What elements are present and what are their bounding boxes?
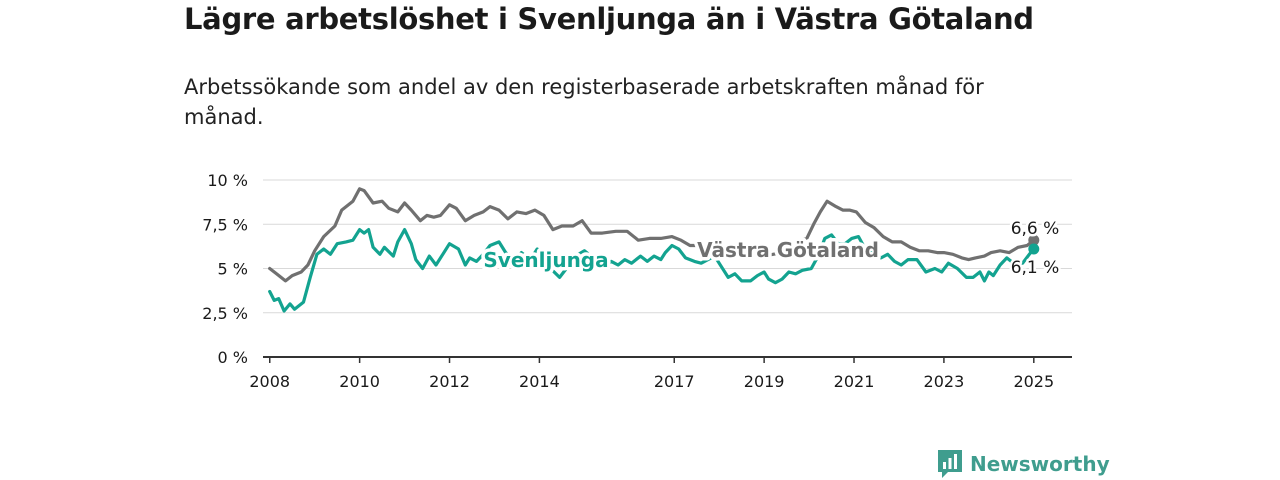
- x-tick-label: 2008: [249, 372, 290, 391]
- newsworthy-logo[interactable]: Newsworthy: [936, 448, 1110, 480]
- x-tick-label: 2014: [519, 372, 560, 391]
- chart-subtitle: Arbetssökande som andel av den registerb…: [184, 75, 984, 129]
- series-lines: [268, 187, 1040, 313]
- newsworthy-icon: [938, 450, 962, 478]
- series-label-svenljunga: Svenljunga: [483, 248, 608, 272]
- x-tick-label: 2021: [834, 372, 875, 391]
- end-point-vastra_gotaland: [1028, 234, 1040, 246]
- x-tick-label: 2017: [654, 372, 695, 391]
- x-tick-label: 2010: [339, 372, 380, 391]
- y-tick-label: 5 %: [218, 260, 248, 279]
- brand-name: Newsworthy: [970, 452, 1110, 476]
- series-labels: Västra Götaland 6,6 % Svenljunga 6,1 %: [480, 217, 1062, 281]
- end-value-label-svenljunga: 6,1 %: [1011, 258, 1060, 278]
- y-axis: 0 % 2,5 % 5 % 7,5 % 10 %: [202, 171, 248, 367]
- series-line-svenljunga: [268, 228, 1036, 313]
- x-axis: 2008 2010 2012 2014 2017 2019 2021 2023 2025: [249, 356, 1072, 391]
- series-label-vastra_gotaland: Västra Götaland: [697, 238, 879, 262]
- series-line-vastra_gotaland: [268, 187, 1036, 283]
- y-tick-label: 0 %: [218, 348, 248, 367]
- x-tick-label: 2019: [744, 372, 785, 391]
- y-tick-label: 7,5 %: [202, 215, 248, 234]
- y-tick-label: 10 %: [207, 171, 248, 190]
- end-point-svenljunga: [1028, 243, 1040, 255]
- grid-lines: [263, 179, 1072, 314]
- x-tick-label: 2023: [924, 372, 965, 391]
- x-tick-label: 2012: [429, 372, 470, 391]
- end-value-label-vastra_gotaland: 6,6 %: [1011, 219, 1060, 239]
- chart-title: Lägre arbetslöshet i Svenljunga än i Väs…: [184, 2, 1034, 36]
- y-tick-label: 2,5 %: [202, 304, 248, 323]
- x-tick-label: 2025: [1013, 372, 1054, 391]
